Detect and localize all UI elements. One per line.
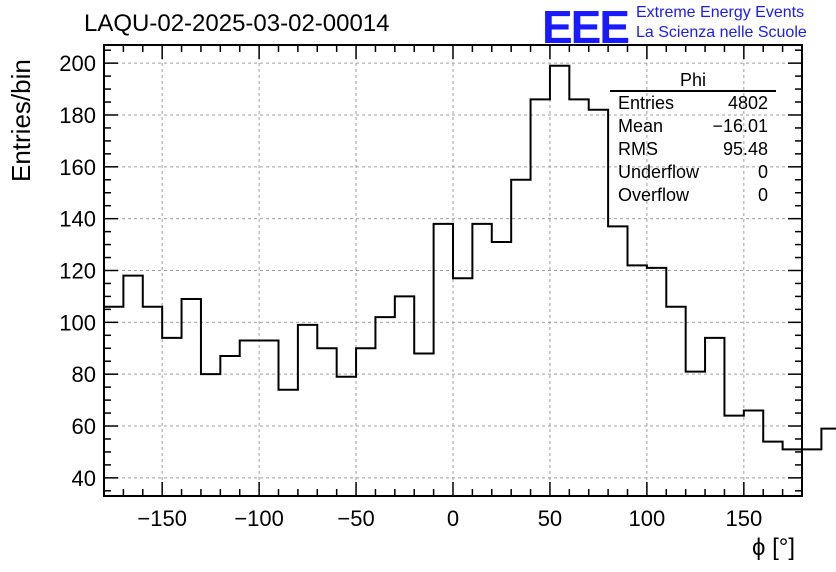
chart-title: LAQU-02-2025-03-02-00014 (84, 10, 390, 37)
x-tick-label: 100 (629, 506, 666, 531)
stats-row-overflow: Overflow 0 (610, 184, 776, 207)
eee-logo: EEE (542, 1, 630, 53)
stats-label: Overflow (618, 185, 690, 205)
x-tick-label: 50 (538, 506, 562, 531)
y-tick-label: 80 (72, 362, 96, 387)
y-tick-label: 160 (59, 155, 96, 180)
stats-label: Underflow (618, 162, 700, 182)
stats-value: 95.48 (722, 139, 768, 159)
stats-value: 0 (757, 185, 768, 205)
stats-label: Entries (618, 93, 675, 113)
stats-row-rms: RMS 95.48 (610, 138, 776, 161)
logo-line-2: La Scienza nelle Scuole (636, 24, 807, 41)
x-tick-label: −100 (234, 506, 284, 531)
stats-row-entries: Entries 4802 (610, 92, 776, 115)
y-tick-label: 100 (59, 310, 96, 335)
stats-name: Phi (610, 70, 776, 92)
stats-value: −16.01 (712, 116, 768, 136)
x-tick-label: −150 (137, 506, 187, 531)
y-tick-label: 140 (59, 207, 96, 232)
x-tick-label: −50 (337, 506, 374, 531)
stats-box: Phi Entries 4802 Mean −16.01 RMS 95.48 Unde… (610, 70, 776, 207)
stats-value: 0 (757, 162, 768, 182)
stats-row-mean: Mean −16.01 (610, 115, 776, 138)
y-tick-label: 40 (72, 466, 96, 491)
y-tick-label: 180 (59, 103, 96, 128)
x-tick-label: 150 (725, 506, 762, 531)
y-tick-label: 60 (72, 414, 96, 439)
stats-label: RMS (618, 139, 658, 159)
histogram-series (104, 64, 836, 451)
y-axis-label: Entries/bin (6, 59, 36, 182)
logo-line-1: Extreme Energy Events (636, 4, 805, 21)
stats-value: 4802 (727, 93, 768, 113)
x-tick-label: 0 (447, 506, 459, 531)
y-tick-label: 200 (59, 51, 96, 76)
stats-row-underflow: Underflow 0 (610, 161, 776, 184)
y-tick-label: 120 (59, 259, 96, 284)
stats-label: Mean (618, 116, 664, 136)
x-axis-label: ϕ [°] (752, 534, 796, 561)
